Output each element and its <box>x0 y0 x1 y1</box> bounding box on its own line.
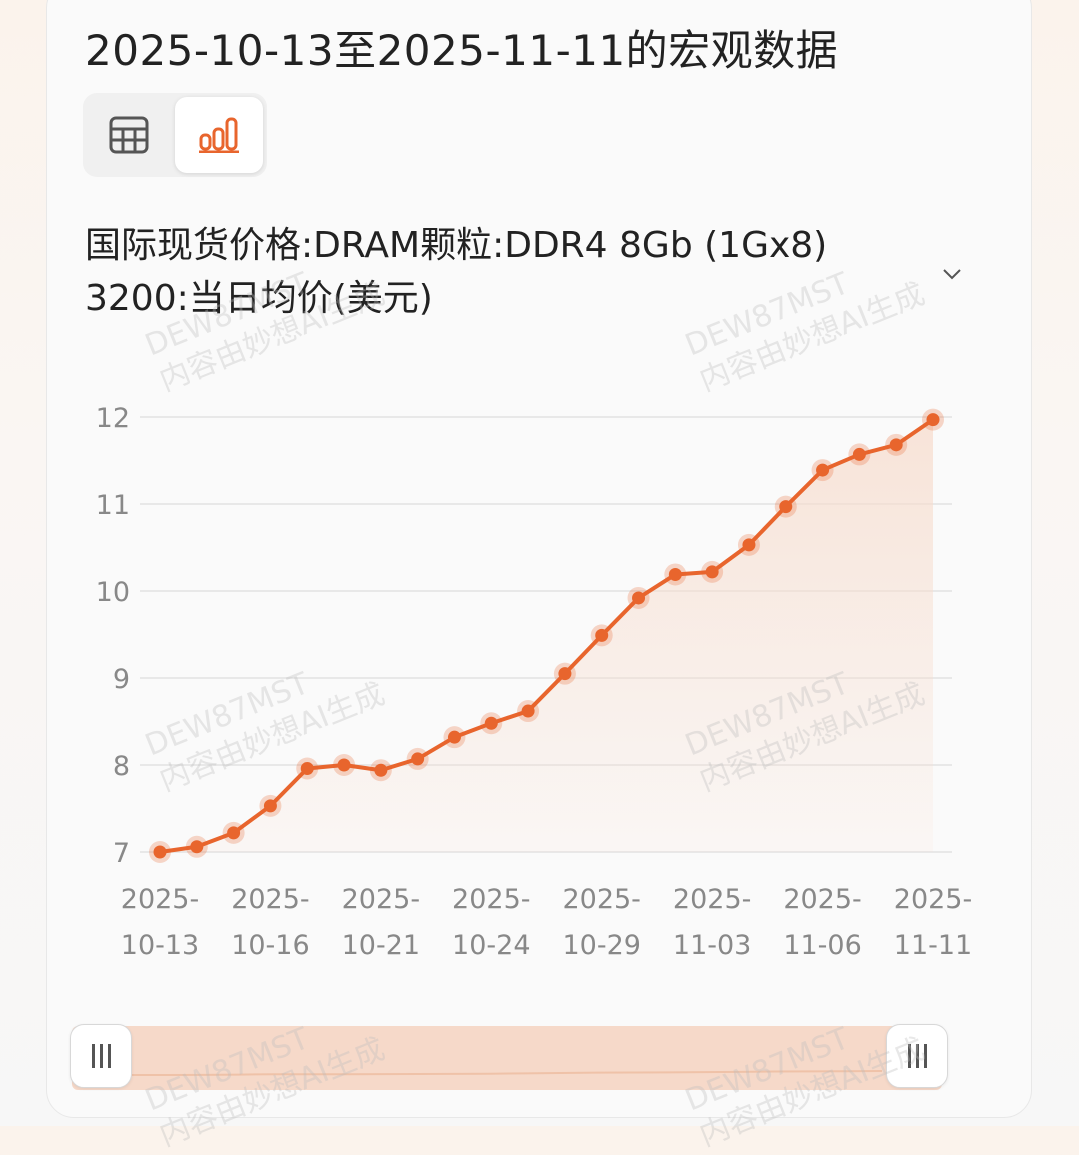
x-tick-label-year: 2025- <box>231 884 309 915</box>
data-point <box>595 628 609 642</box>
x-tick-label-date: 11-11 <box>894 930 972 961</box>
data-point <box>705 565 719 579</box>
data-point <box>558 667 572 681</box>
table-icon <box>109 116 149 154</box>
bar-chart-icon <box>199 117 239 153</box>
series-line <box>159 417 935 854</box>
zoom-preview <box>131 1070 883 1076</box>
data-point <box>742 538 756 552</box>
data-point <box>227 826 241 840</box>
page-title: 2025-10-13至2025-11-11的宏观数据 <box>85 26 839 75</box>
data-point <box>484 716 498 730</box>
y-tick-label: 8 <box>113 751 130 782</box>
data-point <box>447 730 461 744</box>
zoom-slider[interactable] <box>70 1024 948 1090</box>
data-point <box>816 463 830 477</box>
grip-icon <box>91 1044 111 1068</box>
data-point <box>668 567 682 581</box>
x-tick-label-year: 2025- <box>452 884 530 915</box>
data-point <box>411 752 425 766</box>
x-tick-label-year: 2025- <box>342 884 420 915</box>
data-point <box>374 763 388 777</box>
data-point <box>337 758 351 772</box>
line-chart: 7 8 9 10 11 12 2025- 10-13 2025- 10-16 2025- 10-21 2… <box>96 403 973 961</box>
x-tick-label-date: 11-03 <box>673 930 751 961</box>
grip-icon <box>907 1044 927 1068</box>
x-tick-label-date: 11-06 <box>783 930 861 961</box>
x-tick-label-date: 10-16 <box>231 930 309 961</box>
data-point <box>889 438 903 452</box>
data-point <box>190 840 204 854</box>
series-title: 国际现货价格:DRAM颗粒:DDR4 8Gb (1Gx8) 3200:当日均价(… <box>85 225 828 319</box>
zoom-slider-left-handle[interactable] <box>70 1024 132 1088</box>
y-tick-label: 12 <box>96 403 130 434</box>
area-fill <box>160 419 933 852</box>
chevron-down-icon <box>943 269 961 280</box>
y-tick-label: 7 <box>113 838 130 869</box>
x-tick-label-date: 10-13 <box>121 930 199 961</box>
y-tick-label: 10 <box>96 577 130 608</box>
x-tick-label-year: 2025- <box>121 884 199 915</box>
table-view-button[interactable] <box>85 97 173 173</box>
x-tick-label-year: 2025- <box>673 884 751 915</box>
series-dropdown-button[interactable] <box>937 259 967 289</box>
zoom-slider-track[interactable] <box>72 1026 942 1090</box>
chart-view-button[interactable] <box>175 97 263 173</box>
x-tick-label-year: 2025- <box>894 884 972 915</box>
data-point <box>300 761 314 775</box>
x-tick-label-date: 10-21 <box>342 930 420 961</box>
x-tick-label-date: 10-24 <box>452 930 530 961</box>
x-tick-label-year: 2025- <box>783 884 861 915</box>
data-point <box>521 704 535 718</box>
data-point <box>926 413 940 427</box>
x-tick-label-year: 2025- <box>562 884 640 915</box>
data-point <box>632 591 646 605</box>
view-toggle <box>83 93 267 177</box>
data-point <box>263 799 277 813</box>
data-point <box>153 845 167 859</box>
zoom-slider-right-handle[interactable] <box>886 1024 948 1088</box>
data-point <box>779 500 793 514</box>
y-tick-label: 9 <box>113 664 130 695</box>
data-point <box>852 447 866 461</box>
x-tick-label-date: 10-29 <box>562 930 640 961</box>
y-tick-label: 11 <box>96 490 130 521</box>
